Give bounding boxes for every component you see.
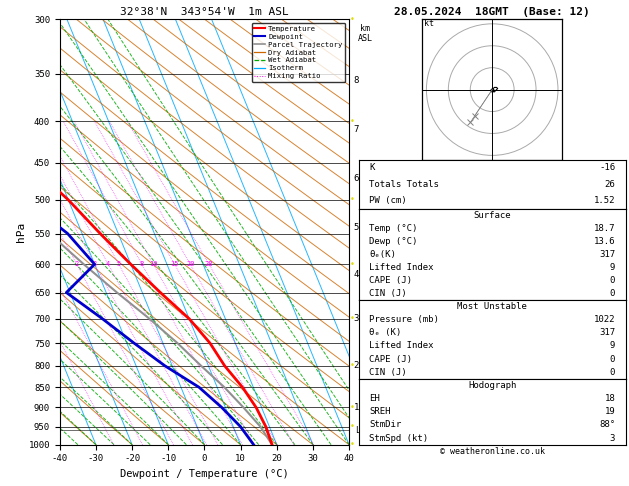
- Text: 20: 20: [186, 261, 194, 267]
- Text: •: •: [350, 362, 355, 370]
- Text: Dewp (°C): Dewp (°C): [369, 237, 418, 246]
- Text: •: •: [350, 195, 355, 205]
- Text: 9: 9: [610, 342, 615, 350]
- Text: StmSpd (kt): StmSpd (kt): [369, 434, 428, 443]
- Text: 1022: 1022: [594, 315, 615, 324]
- Text: •: •: [350, 403, 355, 412]
- Text: 2: 2: [75, 261, 79, 267]
- Text: 2: 2: [353, 362, 359, 370]
- X-axis label: Dewpoint / Temperature (°C): Dewpoint / Temperature (°C): [120, 469, 289, 479]
- Text: 18.7: 18.7: [594, 224, 615, 233]
- Text: 26: 26: [604, 180, 615, 189]
- Text: 13.6: 13.6: [594, 237, 615, 246]
- Text: 0: 0: [610, 355, 615, 364]
- Text: 15: 15: [170, 261, 179, 267]
- Text: EH: EH: [369, 394, 380, 403]
- Text: 317: 317: [599, 250, 615, 259]
- Text: -16: -16: [599, 163, 615, 173]
- Text: •: •: [350, 422, 355, 431]
- Text: •: •: [350, 117, 355, 125]
- Text: K: K: [369, 163, 375, 173]
- Text: 3: 3: [353, 314, 359, 323]
- Text: Totals Totals: Totals Totals: [369, 180, 439, 189]
- Text: 10: 10: [149, 261, 157, 267]
- Text: Lifted Index: Lifted Index: [369, 263, 434, 272]
- Text: 4: 4: [353, 270, 359, 278]
- Text: SREH: SREH: [369, 407, 391, 416]
- Text: 3: 3: [610, 434, 615, 443]
- Text: Mixing Ratio (g/kg): Mixing Ratio (g/kg): [374, 185, 382, 279]
- Text: Surface: Surface: [474, 211, 511, 220]
- Text: 0: 0: [610, 289, 615, 298]
- Text: 9: 9: [610, 263, 615, 272]
- Text: Pressure (mb): Pressure (mb): [369, 315, 439, 324]
- Text: •: •: [350, 440, 355, 449]
- Text: 3: 3: [92, 261, 97, 267]
- Text: 317: 317: [599, 329, 615, 337]
- Text: 0: 0: [610, 276, 615, 285]
- Text: kt: kt: [424, 19, 434, 28]
- Text: θₑ (K): θₑ (K): [369, 329, 401, 337]
- Text: Lifted Index: Lifted Index: [369, 342, 434, 350]
- Text: LCL: LCL: [355, 426, 370, 435]
- Title: 32°38'N  343°54'W  1m ASL: 32°38'N 343°54'W 1m ASL: [120, 7, 289, 17]
- Text: StmDir: StmDir: [369, 420, 401, 430]
- Text: 19: 19: [604, 407, 615, 416]
- Text: 88°: 88°: [599, 420, 615, 430]
- Text: 5: 5: [353, 223, 359, 231]
- Text: Hodograph: Hodograph: [468, 381, 516, 390]
- Text: 28.05.2024  18GMT  (Base: 12): 28.05.2024 18GMT (Base: 12): [394, 7, 590, 17]
- Text: θₑ(K): θₑ(K): [369, 250, 396, 259]
- Text: 1.52: 1.52: [594, 196, 615, 205]
- Text: 0: 0: [610, 368, 615, 377]
- Y-axis label: hPa: hPa: [16, 222, 26, 242]
- Text: 8: 8: [140, 261, 144, 267]
- Text: Most Unstable: Most Unstable: [457, 302, 527, 311]
- Text: © weatheronline.co.uk: © weatheronline.co.uk: [440, 447, 545, 456]
- Legend: Temperature, Dewpoint, Parcel Trajectory, Dry Adiabat, Wet Adiabat, Isotherm, Mi: Temperature, Dewpoint, Parcel Trajectory…: [252, 23, 345, 82]
- Text: •: •: [350, 15, 355, 24]
- Text: Temp (°C): Temp (°C): [369, 224, 418, 233]
- Text: •: •: [350, 260, 355, 269]
- Text: 1: 1: [353, 403, 359, 412]
- Text: 7: 7: [353, 125, 359, 134]
- Text: CIN (J): CIN (J): [369, 368, 407, 377]
- Text: 8: 8: [353, 76, 359, 86]
- Text: PW (cm): PW (cm): [369, 196, 407, 205]
- Text: 28: 28: [205, 261, 213, 267]
- Text: •: •: [350, 314, 355, 323]
- Text: CIN (J): CIN (J): [369, 289, 407, 298]
- Text: 6: 6: [353, 174, 359, 183]
- Text: 5: 5: [116, 261, 121, 267]
- Text: CAPE (J): CAPE (J): [369, 276, 412, 285]
- Text: 4: 4: [106, 261, 110, 267]
- Text: km
ASL: km ASL: [357, 24, 372, 43]
- Text: CAPE (J): CAPE (J): [369, 355, 412, 364]
- Text: 18: 18: [604, 394, 615, 403]
